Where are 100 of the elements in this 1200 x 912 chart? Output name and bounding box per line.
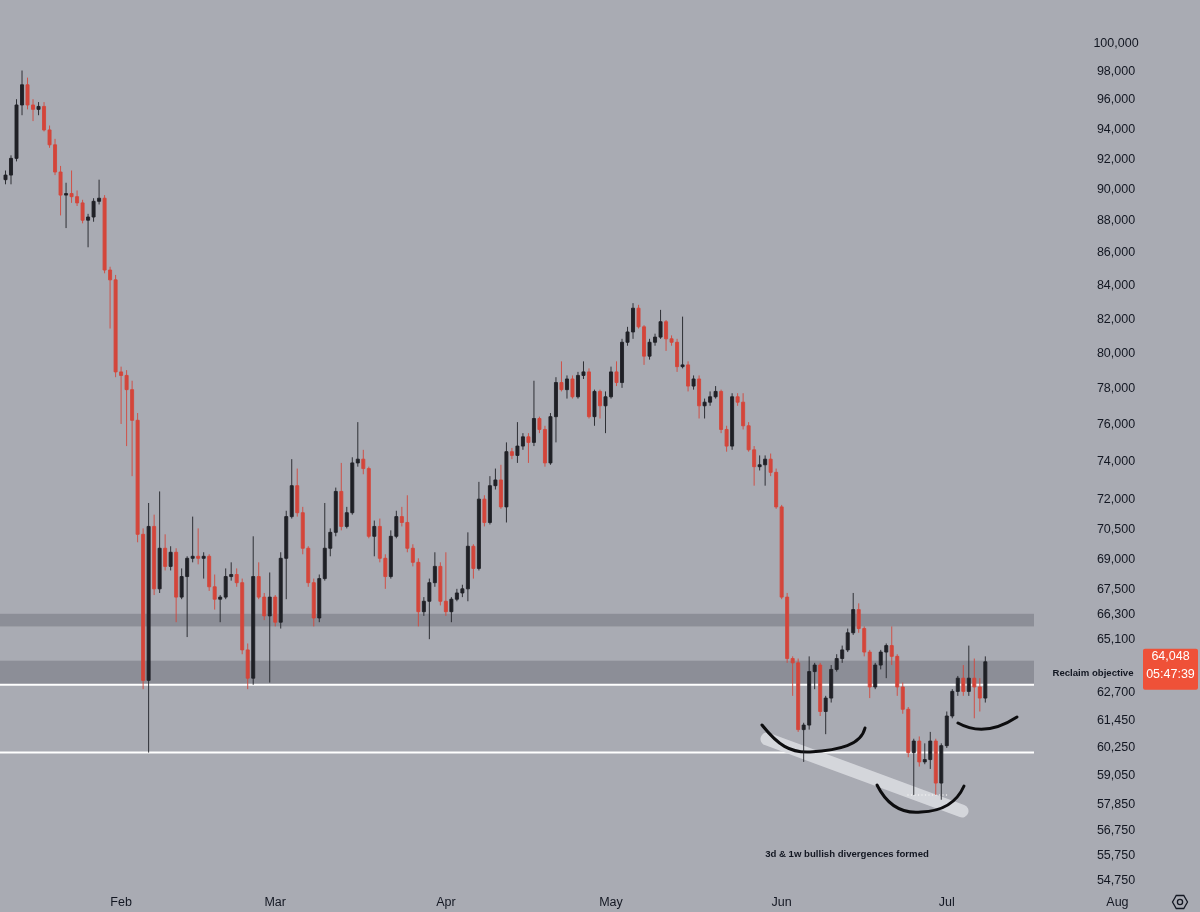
candlestick xyxy=(526,432,531,464)
candlestick xyxy=(917,736,922,768)
candlestick xyxy=(570,374,575,400)
candlestick xyxy=(476,481,481,571)
candlestick xyxy=(482,494,487,527)
y-tick-label: 56,750 xyxy=(1096,823,1136,838)
annotation: 64,048 xyxy=(1151,648,1190,663)
candlestick xyxy=(509,447,514,460)
y-tick-label: 57,850 xyxy=(1096,796,1136,811)
x-tick-label: Apr xyxy=(436,895,456,909)
y-tick-label: 78,000 xyxy=(1096,381,1136,396)
candlestick xyxy=(977,677,982,712)
candlestick xyxy=(818,662,823,717)
y-tick-label: 67,500 xyxy=(1096,582,1136,597)
candlestick xyxy=(366,466,371,539)
candlestick xyxy=(691,374,696,391)
candlestick xyxy=(163,533,168,571)
candlestick xyxy=(339,462,344,531)
candlestick xyxy=(361,449,366,475)
candlestick xyxy=(614,360,619,387)
candlestick xyxy=(873,662,878,690)
band-label: Reclaim objective xyxy=(1052,667,1134,679)
candlestick xyxy=(207,553,212,592)
x-tick-label: Jul xyxy=(938,895,955,909)
candlestick xyxy=(983,655,988,703)
y-tick-label: 92,000 xyxy=(1096,151,1136,166)
candlestick xyxy=(587,367,591,419)
y-tick-label: 76,000 xyxy=(1096,417,1136,432)
candlestick xyxy=(498,464,503,510)
candlestick xyxy=(680,316,685,369)
candlestick xyxy=(812,662,817,690)
candlestick xyxy=(972,658,977,719)
candlestick xyxy=(245,643,250,690)
candlestick xyxy=(697,374,702,419)
candlestick xyxy=(218,594,223,623)
x-tick-label: May xyxy=(599,895,624,909)
y-tick-label: 94,000 xyxy=(1096,121,1136,136)
candlestick xyxy=(273,594,278,627)
candlestick xyxy=(212,574,217,611)
y-tick-label: 54,750 xyxy=(1096,873,1136,888)
candlestick xyxy=(939,742,944,801)
candlestick xyxy=(267,572,272,684)
y-tick-label: 72,000 xyxy=(1096,492,1136,507)
y-tick-label: 90,000 xyxy=(1096,182,1136,197)
candlestick xyxy=(201,551,206,580)
y-tick-label: 96,000 xyxy=(1096,92,1136,107)
candlestick xyxy=(146,502,151,754)
candlestick xyxy=(730,392,735,451)
candlestick xyxy=(471,543,476,580)
candlestick xyxy=(355,421,360,468)
candlestick xyxy=(933,738,938,796)
candlestick xyxy=(157,490,162,594)
candlestick xyxy=(64,182,69,229)
candlestick xyxy=(372,520,377,557)
annotation: 05:47:39 xyxy=(1146,666,1195,681)
candlestick xyxy=(289,458,294,520)
candlestick xyxy=(565,374,569,400)
candlestick xyxy=(174,547,179,623)
y-tick-label: 98,000 xyxy=(1096,63,1136,78)
candlestick xyxy=(317,574,322,623)
candlestick xyxy=(251,535,256,686)
x-tick-label: Aug xyxy=(1106,895,1129,909)
candlestick xyxy=(152,514,157,596)
candlestick xyxy=(531,380,536,447)
candlestick xyxy=(36,101,41,116)
candlestick xyxy=(168,545,173,571)
candlestick xyxy=(966,645,971,697)
y-tick-label: 70,500 xyxy=(1096,521,1136,536)
y-tick-label: 84,000 xyxy=(1096,278,1136,293)
candlestick xyxy=(961,664,966,697)
y-tick-label: 60,250 xyxy=(1096,740,1136,755)
y-tick-label: 82,000 xyxy=(1096,311,1136,326)
x-tick-label: Jun xyxy=(771,895,792,909)
x-tick-label: Mar xyxy=(264,895,286,909)
candlestick xyxy=(911,738,916,796)
candlestick xyxy=(504,441,509,523)
y-tick-label: 69,000 xyxy=(1096,551,1136,566)
y-tick-label: 62,700 xyxy=(1096,684,1136,699)
y-tick-label: 74,000 xyxy=(1096,454,1136,469)
x-tick-label: Feb xyxy=(110,895,132,909)
candlestick xyxy=(333,487,338,537)
y-tick-label: 65,100 xyxy=(1096,632,1136,647)
candlestick xyxy=(311,578,316,627)
candlestick xyxy=(867,649,872,699)
y-tick-label: 59,050 xyxy=(1096,768,1136,783)
y-tick-label: 61,450 xyxy=(1096,712,1136,727)
candlestick xyxy=(955,675,960,697)
annotation: 3d & 1w bullish divergences formed xyxy=(765,848,929,859)
candlestick xyxy=(598,389,602,419)
candlestick xyxy=(559,360,564,392)
candlestick xyxy=(295,468,300,518)
y-tick-label: 86,000 xyxy=(1096,245,1136,260)
candlestick xyxy=(592,389,597,427)
candlestick xyxy=(686,360,691,392)
y-tick-label: 88,000 xyxy=(1096,213,1136,228)
y-tick-label: 55,750 xyxy=(1096,848,1136,863)
y-tick-label: 80,000 xyxy=(1096,345,1136,360)
candlestick xyxy=(196,527,201,565)
y-tick-label: 100,000 xyxy=(1093,35,1139,50)
y-tick-label: 66,300 xyxy=(1096,607,1136,622)
